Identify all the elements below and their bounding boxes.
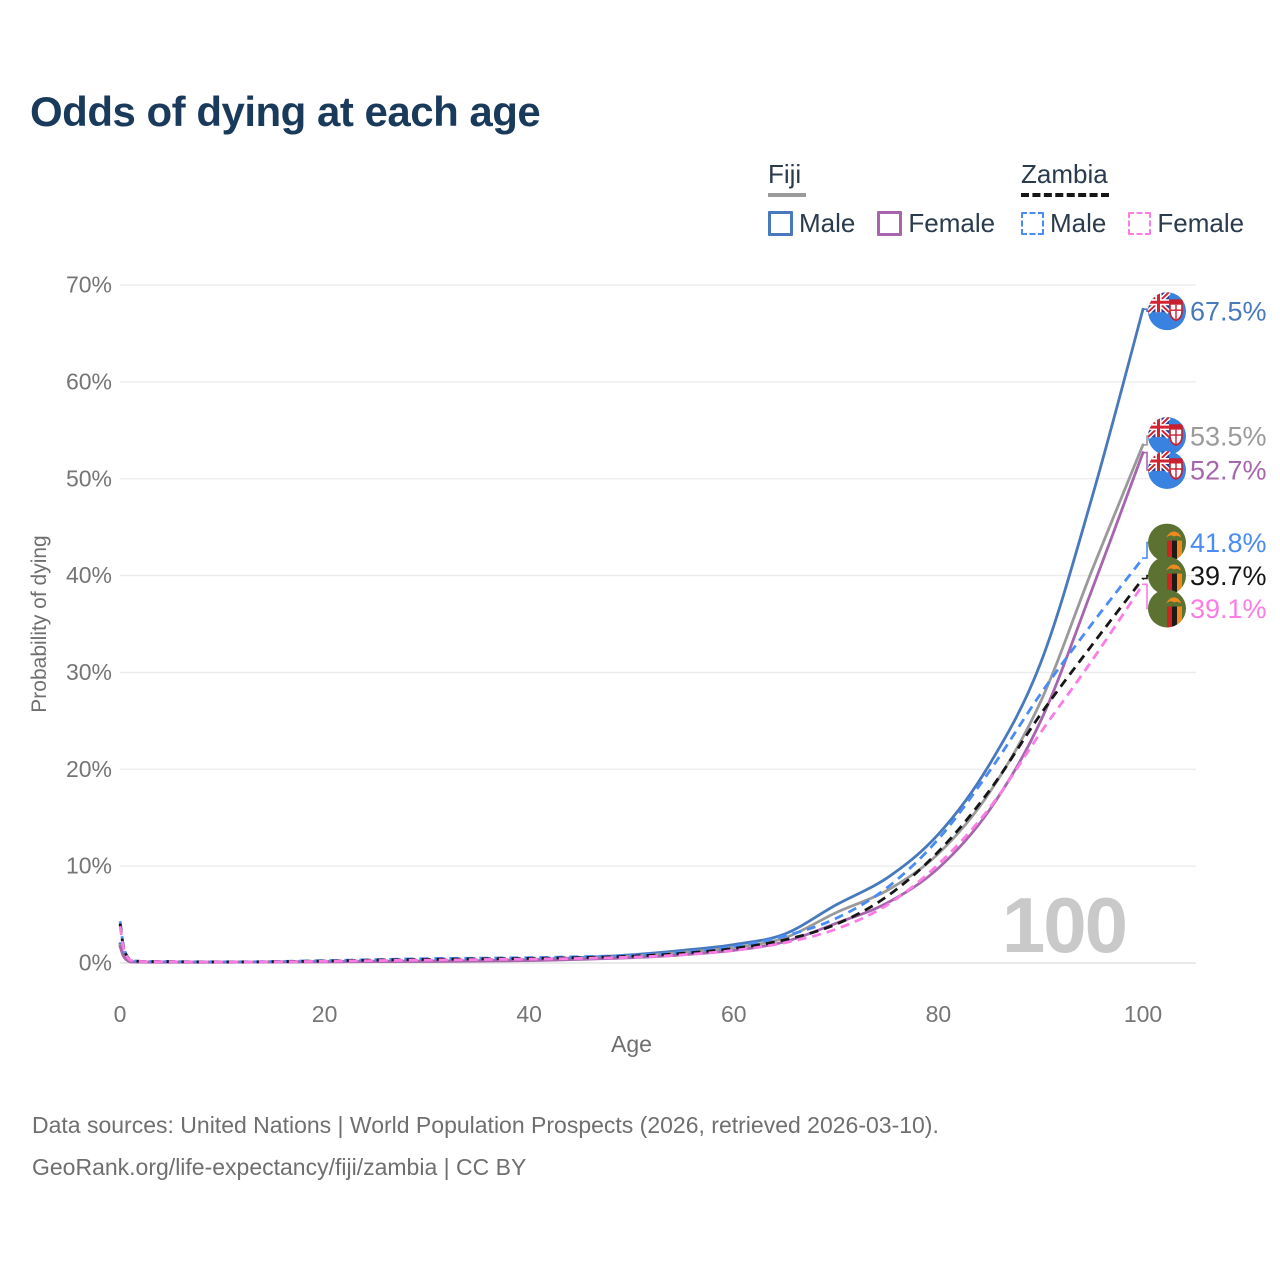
zambia-flag-icon [1148,589,1186,628]
end-value-label: 67.5% [1190,297,1267,327]
x-tick-80: 80 [926,1001,952,1027]
x-tick-0: 0 [114,1001,127,1027]
end-value-label: 39.7% [1190,561,1267,591]
end-value-label: 53.5% [1190,422,1267,452]
y-tick-20: 20% [66,756,112,782]
fiji-linestyle-swatch [768,192,806,197]
attribution-line: GeoRank.org/life-expectancy/fiji/zambia … [32,1154,527,1181]
y-tick-30: 30% [66,659,112,685]
y-axis-title: Probability of dying [28,535,51,712]
zambia-flag-icon [1148,556,1186,595]
end-label-fiji-both: 53.5% [1142,417,1267,456]
y-tick-60: 60% [66,368,112,394]
zambia-flag-icon [1148,523,1186,562]
fiji-flag-icon [1148,417,1186,456]
series-line-fiji-both [118,443,1145,964]
legend-item-fiji-male[interactable]: Male [768,208,855,239]
y-tick-50: 50% [66,465,112,491]
legend-country-fiji[interactable]: Fiji [768,159,802,189]
legend-group-zambia: Zambia Male Female [1021,160,1244,239]
zambia-male-swatch [1021,211,1044,235]
footer: Data sources: United Nations | World Pop… [32,1104,939,1188]
fiji-flag-icon [1148,451,1186,489]
age-watermark: 100 [1002,881,1128,969]
gridlines [120,284,1196,964]
end-label-zambia-both: 39.7% [1142,556,1267,595]
legend-group-fiji: Fiji Male Female [768,160,995,239]
x-axis-title: Age [611,1031,652,1057]
x-tick-20: 20 [312,1001,338,1027]
legend-item-label: Female [908,207,996,238]
legend-item-zambia-male[interactable]: Male [1021,208,1106,239]
end-label-fiji-female: 52.7% [1142,451,1267,489]
series-line-zambia-both [118,577,1145,964]
y-tick-70: 70% [66,272,112,298]
legend-item-label: Male [1050,207,1107,238]
x-tick-100: 100 [1124,1001,1162,1027]
data-sources-line: Data sources: United Nations | World Pop… [32,1112,939,1138]
series-line-fiji-male [118,307,1145,964]
end-value-label: 41.8% [1190,528,1267,558]
end-value-label: 39.1% [1190,594,1267,624]
end-label-zambia-female: 39.1% [1142,583,1267,628]
legend-item-label: Male [799,207,856,238]
end-labels: 67.5% 53.5%52.7% 41.8%39.7%39.1% [1142,292,1267,628]
x-tick-60: 60 [721,1001,747,1027]
y-tick-10: 10% [66,853,112,879]
y-tick-40: 40% [66,562,112,588]
end-label-fiji-male: 67.5% [1142,292,1267,331]
axes: 0% 10% 20% 30% 40% 50% 60% 70% 0 20 40 60 80 100 Age Pr… [28,272,1162,1057]
zambia-female-swatch [1128,211,1152,235]
end-value-label: 52.7% [1190,455,1267,485]
page-title: Odds of dying at each age [30,88,541,135]
legend-item-label: Female [1157,207,1245,238]
series-line-fiji-female [118,451,1145,964]
x-tick-40: 40 [516,1001,542,1027]
zambia-linestyle-swatch [1021,192,1109,197]
series-line-zambia-male [118,557,1145,964]
fiji-male-swatch [768,210,793,236]
y-tick-0: 0% [79,950,112,976]
fiji-female-swatch [877,210,903,236]
end-label-zambia-male: 41.8% [1142,523,1267,562]
age-counter-watermark: 100 [1002,881,1126,969]
series-lines [118,307,1145,964]
legend-item-zambia-female[interactable]: Female [1128,208,1244,239]
fiji-flag-icon [1148,292,1186,331]
legend-country-zambia[interactable]: Zambia [1021,159,1108,189]
legend-item-fiji-female[interactable]: Female [877,208,995,239]
